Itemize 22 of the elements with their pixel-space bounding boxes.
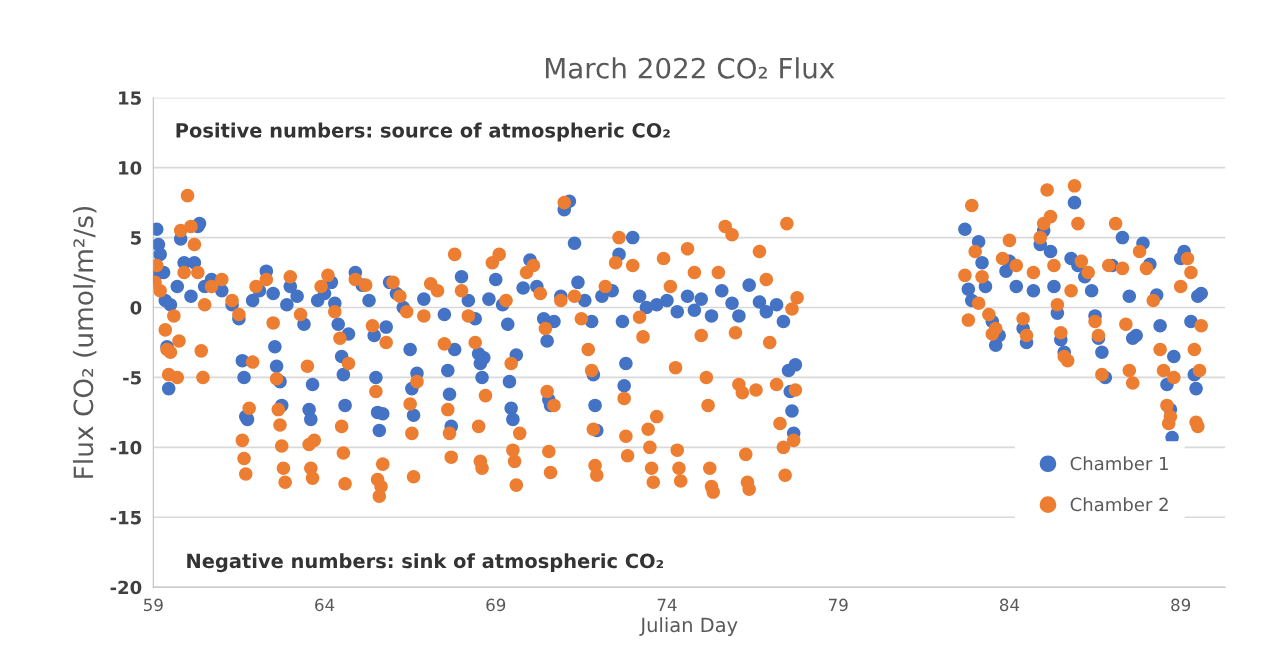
legend-label: Chamber 1 <box>1070 456 1168 471</box>
y-tick-label: -5 <box>123 371 141 385</box>
y-tick-label: -10 <box>110 440 142 455</box>
x-tick-label: 89 <box>1171 598 1191 612</box>
y-tick-label: -15 <box>110 510 141 525</box>
y-tick-label: 5 <box>131 231 141 245</box>
x-tick-label: 79 <box>828 598 848 612</box>
y-tick-label: -20 <box>110 580 142 595</box>
x-tick-label: 74 <box>657 598 677 611</box>
y-tick-label: 0 <box>130 300 142 315</box>
y-axis-title: Flux CO₂ (umol/m²/s) <box>72 206 97 478</box>
x-tick-label: 59 <box>143 598 163 612</box>
y-tick-label: 15 <box>119 91 141 105</box>
y-tick-label: 10 <box>119 161 142 175</box>
x-axis-title: Julian Day <box>639 617 738 637</box>
legend-label: Chamber 2 <box>1070 497 1168 512</box>
x-tick-label: 69 <box>486 598 506 612</box>
annotation: Positive numbers: source of atmospheric CO₂ <box>176 122 670 142</box>
x-tick-label: 84 <box>999 598 1020 612</box>
x-tick-label: 64 <box>315 598 335 612</box>
annotation: Negative numbers: sink of atmospheric CO₂ <box>187 553 664 573</box>
chart-title: March 2022 CO₂ Flux <box>545 57 835 79</box>
